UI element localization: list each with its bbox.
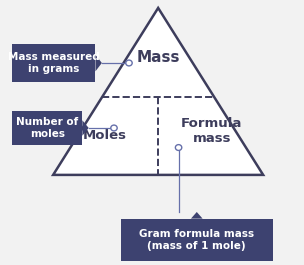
FancyBboxPatch shape bbox=[121, 219, 273, 261]
Text: Mass measured
in grams: Mass measured in grams bbox=[8, 52, 100, 74]
Circle shape bbox=[111, 125, 117, 131]
Circle shape bbox=[126, 60, 132, 66]
Circle shape bbox=[175, 145, 182, 151]
FancyBboxPatch shape bbox=[12, 111, 82, 145]
Polygon shape bbox=[95, 55, 102, 71]
Polygon shape bbox=[53, 8, 263, 175]
Polygon shape bbox=[191, 212, 202, 219]
Text: Formula
mass: Formula mass bbox=[181, 117, 243, 144]
Text: Moles: Moles bbox=[82, 129, 126, 142]
Text: Mass: Mass bbox=[136, 50, 180, 65]
Text: Number of
moles: Number of moles bbox=[16, 117, 78, 139]
Polygon shape bbox=[82, 120, 89, 136]
Text: Gram formula mass
(mass of 1 mole): Gram formula mass (mass of 1 mole) bbox=[139, 229, 254, 251]
FancyBboxPatch shape bbox=[12, 45, 95, 82]
